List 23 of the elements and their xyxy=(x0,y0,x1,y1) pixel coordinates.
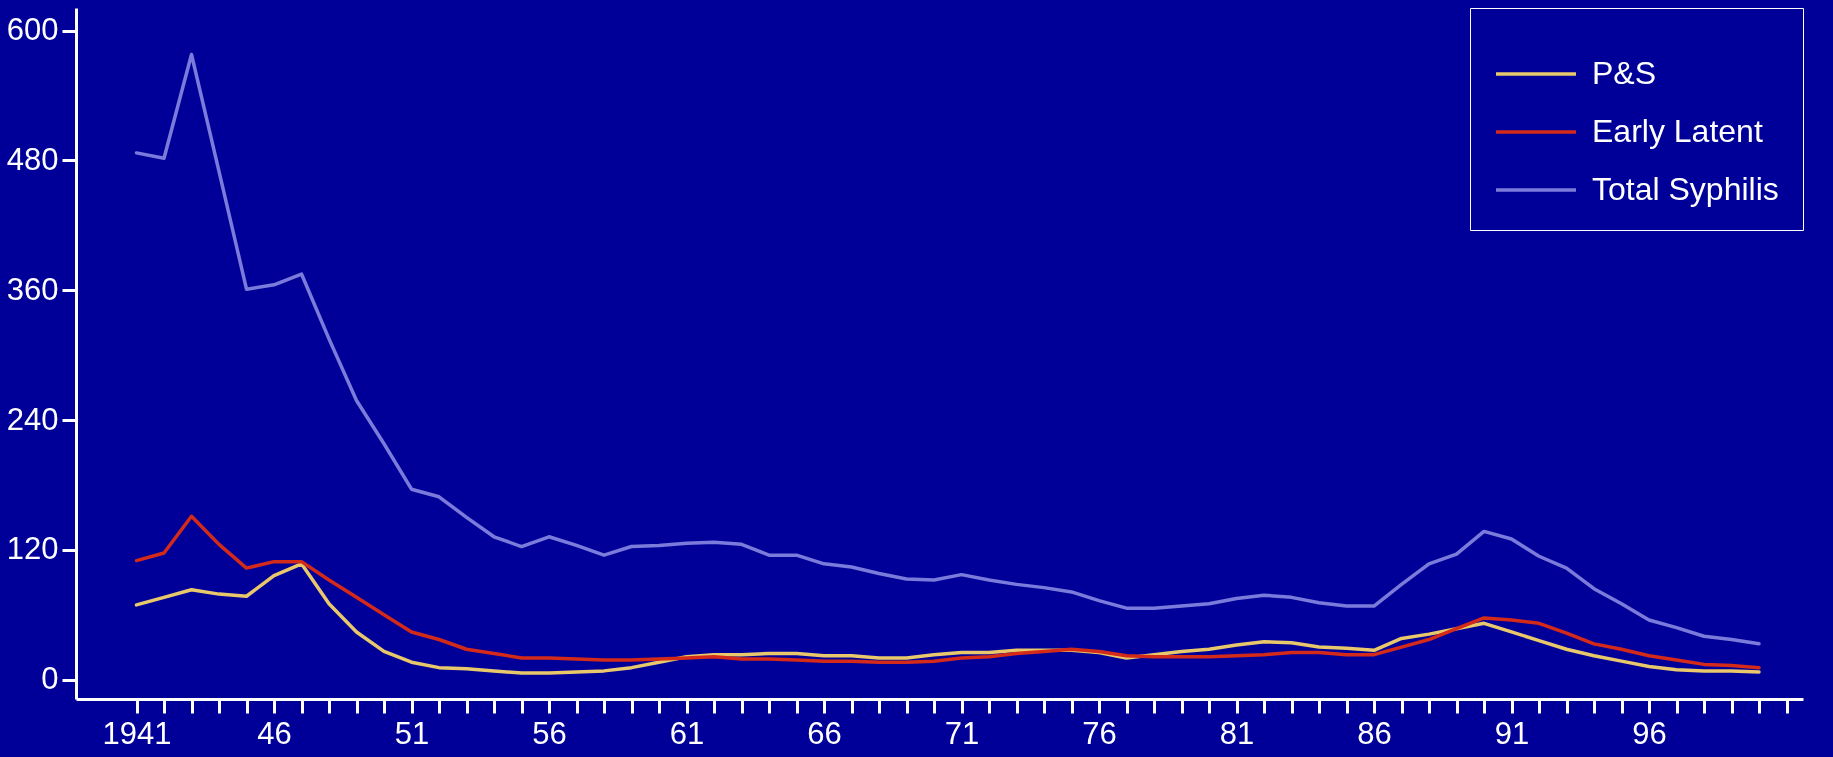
y-tick-label: 240 xyxy=(6,401,59,437)
x-tick-label: 56 xyxy=(532,715,567,751)
y-tick-label: 480 xyxy=(6,141,59,177)
legend-label: P&S xyxy=(1592,55,1657,91)
x-tick-label: 91 xyxy=(1494,715,1530,751)
x-tick-label: 61 xyxy=(669,715,705,751)
line-series xyxy=(134,514,1761,670)
legend-label: Early Latent xyxy=(1592,113,1763,149)
x-tick-label: 1941 xyxy=(102,715,172,751)
x-tick-label: 86 xyxy=(1357,715,1392,751)
y-tick-label: 0 xyxy=(41,661,59,697)
y-tick-label: 600 xyxy=(6,12,59,48)
legend-label: Total Syphilis xyxy=(1592,171,1779,207)
x-tick-label: 46 xyxy=(257,715,292,751)
y-tick-label: 120 xyxy=(6,531,59,567)
x-tick-label: 81 xyxy=(1219,715,1255,751)
y-tick-label: 360 xyxy=(6,271,59,307)
x-tick-label: 96 xyxy=(1632,715,1667,751)
x-tick-label: 71 xyxy=(944,715,980,751)
x-tick-label: 66 xyxy=(807,715,842,751)
line-series xyxy=(134,562,1761,675)
x-tick-label: 76 xyxy=(1082,715,1117,751)
x-tick-label: 51 xyxy=(394,715,430,751)
